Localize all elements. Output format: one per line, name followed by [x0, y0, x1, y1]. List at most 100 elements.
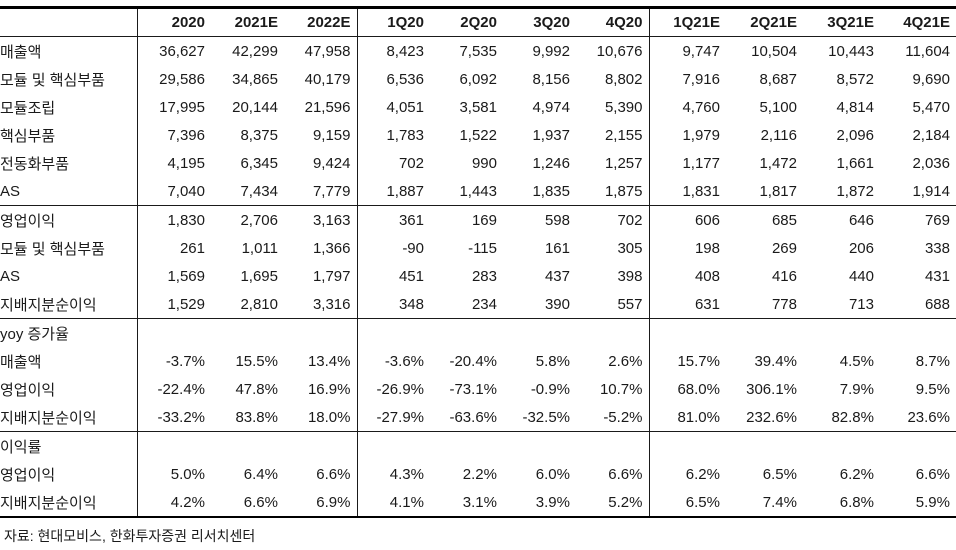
value-cell: 10,443: [828, 42, 874, 60]
column-header-2q21e: 2Q21E: [726, 7, 803, 37]
value-cell: [576, 432, 649, 461]
row-label: 지배지분순이익: [0, 494, 97, 512]
value-cell: 269: [771, 239, 797, 257]
value-cell: 8,423: [356, 36, 430, 65]
value-cell: 398: [617, 267, 643, 285]
value-cell: 3,163: [312, 211, 351, 229]
value-cell: 3,316: [284, 290, 357, 319]
value-cell: 81.0%: [648, 403, 726, 432]
value-cell: [136, 318, 211, 347]
value-cell: 1,914: [880, 177, 956, 206]
value-cell: 1,979: [648, 121, 726, 149]
table-row: 핵심부품 7,396 8,375 9,159 1,783 1,522 1,937 2,155 1…: [0, 121, 956, 149]
value-cell: 451: [356, 262, 430, 290]
value-cell: 598: [544, 211, 570, 229]
value-cell: 4,814: [836, 98, 874, 116]
value-cell: 232.6%: [726, 403, 803, 432]
value-cell: 8,572: [836, 70, 874, 88]
value-cell: 6.2%: [839, 465, 874, 483]
value-cell: 990: [471, 154, 497, 172]
value-cell: 778: [726, 290, 803, 319]
value-cell: 5.8%: [535, 352, 570, 370]
value-cell: 169: [471, 211, 497, 229]
value-cell: 6.5%: [648, 488, 726, 517]
row-label: 영업이익: [0, 212, 56, 230]
value-cell: 1,783: [356, 121, 430, 149]
column-header-3q20: 3Q20: [503, 7, 576, 37]
value-cell: 17,995: [136, 93, 211, 121]
value-cell: 13.4%: [307, 352, 351, 370]
value-cell: 361: [356, 205, 430, 234]
value-cell: 2,036: [912, 154, 950, 172]
value-cell: 2,116: [760, 126, 797, 144]
value-cell: 10,504: [751, 42, 797, 60]
row-label: 전동화부품: [0, 155, 70, 173]
value-cell: 261: [136, 234, 211, 262]
value-cell: 7,040: [136, 177, 211, 206]
value-cell: 416: [771, 267, 797, 285]
table-row: 영업이익 1,830 2,706 3,163 361 169 598 702 606 685 646…: [0, 205, 956, 234]
value-cell: 9.5%: [915, 380, 950, 398]
table-row: 지배지분순이익 1,529 2,810 3,316 348 234 390 557 631 778…: [0, 290, 956, 319]
value-cell: 4,974: [532, 98, 570, 116]
value-cell: 5,100: [759, 98, 797, 116]
value-cell: 688: [880, 290, 956, 319]
value-cell: 6,092: [459, 70, 497, 88]
row-label: 이익률: [0, 438, 42, 456]
financial-estimates-table: 2020 2021E 2022E 1Q20 2Q20 3Q20 4Q20 1Q21E 2Q21E…: [0, 6, 956, 518]
value-cell: 15.7%: [648, 347, 726, 375]
value-cell: 338: [924, 239, 950, 257]
row-label: 영업이익: [0, 381, 56, 399]
value-cell: 348: [356, 290, 430, 319]
table-row: 모듈 및 핵심부품 261 1,011 1,366 -90 -115 161 305 198 26…: [0, 234, 956, 262]
value-cell: 9,690: [912, 70, 950, 88]
corner-cell: [0, 7, 137, 37]
value-cell: 2,155: [604, 126, 643, 144]
value-cell: 8,156: [532, 70, 570, 88]
value-cell: 6.9%: [316, 493, 351, 511]
value-cell: 36,627: [136, 36, 211, 65]
row-label: 매출액: [0, 353, 42, 371]
value-cell: [803, 432, 880, 461]
value-cell: 29,586: [136, 65, 211, 93]
value-cell: 9,159: [312, 126, 351, 144]
value-cell: 5.0%: [136, 460, 211, 488]
value-cell: 1,366: [312, 239, 351, 257]
value-cell: -63.6%: [430, 403, 503, 432]
value-cell: [430, 432, 503, 461]
value-cell: 6.6%: [608, 465, 643, 483]
value-cell: 2,096: [836, 126, 874, 144]
value-cell: -32.5%: [503, 403, 576, 432]
value-cell: 9,424: [312, 154, 351, 172]
value-cell: 6.4%: [243, 465, 278, 483]
value-cell: -73.1%: [449, 380, 497, 398]
row-label: yoy 증가율: [0, 325, 69, 343]
value-cell: -90: [356, 234, 430, 262]
value-cell: 40,179: [304, 70, 351, 88]
value-cell: 1,011: [241, 239, 278, 257]
value-cell: -27.9%: [356, 403, 430, 432]
value-cell: 306.1%: [746, 380, 797, 398]
value-cell: 390: [503, 290, 576, 319]
column-header-3q21e: 3Q21E: [803, 7, 880, 37]
value-cell: [726, 432, 803, 461]
value-cell: 11,604: [905, 42, 950, 60]
value-cell: 4.2%: [136, 488, 211, 517]
value-cell: 6.5%: [762, 465, 797, 483]
value-cell: 42,299: [232, 42, 278, 60]
column-header-2022e: 2022E: [284, 7, 357, 37]
value-cell: 1,472: [759, 154, 797, 172]
value-cell: -115: [468, 239, 497, 257]
value-cell: [356, 318, 430, 347]
value-cell: [284, 432, 357, 461]
value-cell: 769: [924, 211, 950, 229]
row-label: 지배지분순이익: [0, 403, 137, 432]
value-cell: 3.1%: [462, 493, 497, 511]
row-label: 매출액: [0, 43, 42, 61]
value-cell: 3.9%: [535, 493, 570, 511]
value-cell: [576, 319, 649, 348]
value-cell: 646: [848, 211, 874, 229]
value-cell: [648, 431, 726, 460]
value-cell: 1,875: [576, 177, 649, 206]
